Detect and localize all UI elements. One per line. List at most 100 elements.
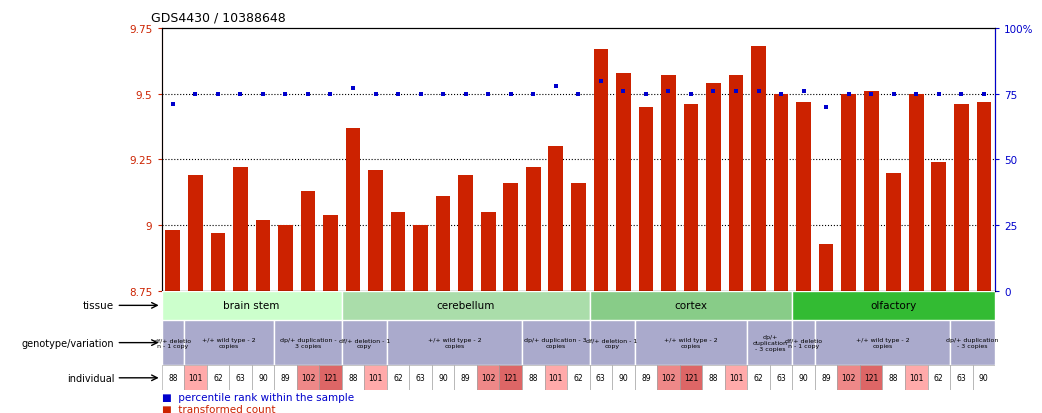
Text: +/+ wild type - 2
copies: +/+ wild type - 2 copies [664,337,718,348]
Point [615,88,631,95]
Point [593,78,610,85]
Text: 63: 63 [416,373,425,382]
Point [953,91,970,98]
Point [840,91,857,98]
Text: 102: 102 [842,373,855,382]
Bar [342,291,590,320]
Bar [297,366,319,390]
Bar [162,291,342,320]
Text: 90: 90 [619,373,628,382]
Point [818,104,835,111]
Bar [184,320,274,366]
Text: 62: 62 [753,373,764,382]
Bar [815,366,838,390]
Point [975,91,992,98]
Text: brain stem: brain stem [223,301,280,311]
Bar [635,320,747,366]
Bar [251,366,274,390]
Point [886,91,902,98]
Text: 121: 121 [864,373,878,382]
Text: 62: 62 [393,373,403,382]
Text: 101: 101 [548,373,563,382]
Point [547,83,564,90]
Bar [932,163,946,291]
Bar [184,366,206,390]
Text: df/+ deletion - 1
copy: df/+ deletion - 1 copy [339,337,390,348]
Bar [387,366,410,390]
Point [908,91,924,98]
Bar [526,168,541,291]
Bar [819,244,834,291]
Point [863,91,879,98]
Bar [612,366,635,390]
Bar [792,366,815,390]
Bar [887,173,901,291]
Text: 90: 90 [258,373,268,382]
Text: 62: 62 [934,373,944,382]
Text: 62: 62 [213,373,223,382]
Point [345,86,362,93]
Bar [319,366,342,390]
Bar [838,366,860,390]
Text: df/+ deletio
n - 1 copy: df/+ deletio n - 1 copy [785,337,822,348]
Bar [233,168,248,291]
Bar [567,366,590,390]
Bar [342,320,387,366]
Bar [477,366,499,390]
Bar [255,221,270,291]
Bar [590,366,612,390]
Point [209,91,226,98]
Text: 101: 101 [189,373,202,382]
Point [773,91,790,98]
Point [480,91,497,98]
Bar [679,366,702,390]
Point [525,91,542,98]
Bar [346,128,361,291]
Bar [954,105,969,291]
Point [165,102,181,108]
Point [277,91,294,98]
Text: 89: 89 [280,373,291,382]
Text: tissue: tissue [83,301,115,311]
Bar [571,184,586,291]
Point [187,91,203,98]
Point [795,88,812,95]
Bar [387,320,522,366]
Bar [770,366,792,390]
Point [457,91,474,98]
Text: genotype/variation: genotype/variation [22,338,115,348]
Bar [342,366,365,390]
Text: 90: 90 [439,373,448,382]
Bar [274,320,342,366]
Bar [792,291,995,320]
Bar [950,366,972,390]
Text: 102: 102 [301,373,315,382]
Text: 101: 101 [369,373,382,382]
Bar [905,366,927,390]
Bar [454,366,477,390]
Bar [728,76,743,291]
Bar [841,95,855,291]
Text: 89: 89 [641,373,650,382]
Text: 89: 89 [461,373,471,382]
Bar [706,84,721,291]
Text: cortex: cortex [674,301,708,311]
Bar [162,366,184,390]
Bar [436,197,450,291]
Point [683,91,699,98]
Text: 88: 88 [709,373,718,382]
Point [390,91,406,98]
Bar [522,366,545,390]
Bar [431,366,454,390]
Point [750,88,767,95]
Bar [229,366,251,390]
Bar [950,320,995,366]
Text: ■  transformed count: ■ transformed count [162,404,275,413]
Text: cerebellum: cerebellum [437,301,495,311]
Point [435,91,451,98]
Bar [274,366,297,390]
Text: 88: 88 [348,373,357,382]
Bar [616,74,630,291]
Bar [278,225,293,291]
Text: 102: 102 [481,373,495,382]
